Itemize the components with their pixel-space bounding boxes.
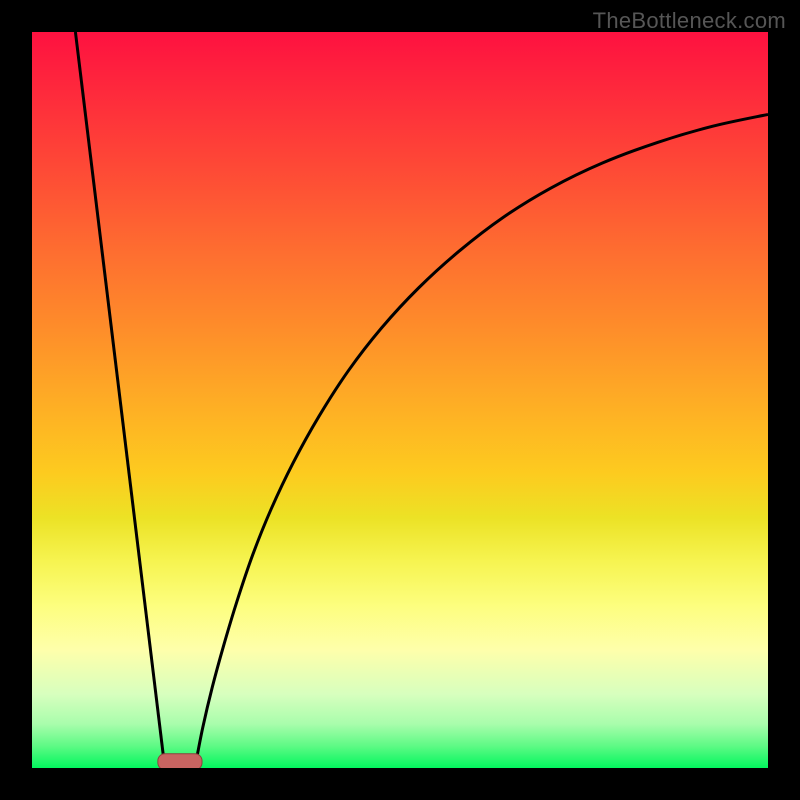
chart-area [0,0,800,800]
bottleneck-marker [158,754,202,770]
bottleneck-chart-svg [0,0,800,800]
watermark-text: TheBottleneck.com [593,8,786,34]
